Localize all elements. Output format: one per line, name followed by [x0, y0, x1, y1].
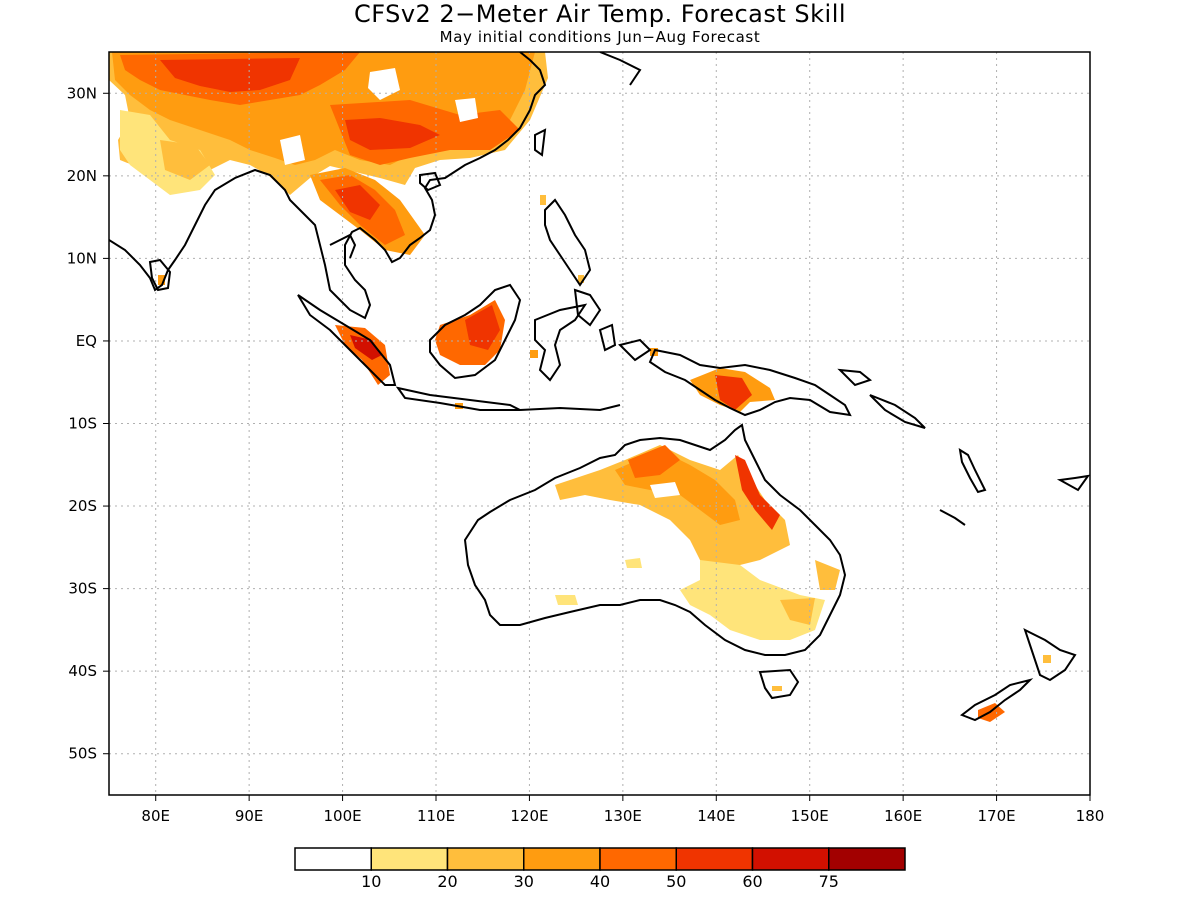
lon-tick-label: 100E — [324, 807, 362, 825]
coastlines — [109, 52, 1090, 722]
skill-region-newzealand — [978, 703, 1005, 722]
map-subtitle: May initial conditions Jun−Aug Forecast — [439, 28, 761, 46]
axis-ticks: 30N 20N 10N EQ 10S 20S 30S 40S 50S 80E 90E 100E 110E… — [67, 84, 1105, 825]
lat-tick-label: 40S — [68, 662, 97, 680]
lat-tick-label: 30S — [68, 580, 97, 598]
colorbar-label: 40 — [590, 872, 610, 891]
lon-tick-label: 160E — [884, 807, 922, 825]
skill-shading — [109, 52, 1051, 722]
colorbar-swatch — [599, 847, 677, 871]
lat-tick-label: 50S — [68, 745, 97, 763]
lat-tick-label: 10S — [68, 415, 97, 433]
colorbar-label: 20 — [437, 872, 457, 891]
colorbar-label: 60 — [742, 872, 762, 891]
colorbar-swatch — [828, 847, 906, 871]
lat-tick-label: 30N — [67, 84, 97, 102]
skill-region-australia-north — [555, 445, 790, 575]
colorbar: 10 20 30 40 50 60 75 — [294, 847, 906, 891]
lat-tick-label: 10N — [67, 249, 97, 267]
colorbar-swatch — [446, 847, 525, 871]
lon-tick-label: 120E — [510, 807, 548, 825]
colorbar-swatch — [294, 847, 372, 871]
map-title: CFSv2 2−Meter Air Temp. Forecast Skill — [353, 0, 847, 28]
colorbar-label: 30 — [514, 872, 534, 891]
colorbar-label: 75 — [819, 872, 839, 891]
colorbar-label: 50 — [666, 872, 686, 891]
lon-tick-label: 80E — [141, 807, 170, 825]
lat-tick-label: EQ — [76, 332, 97, 350]
colorbar-swatch — [751, 847, 830, 871]
colorbar-swatch — [523, 847, 601, 871]
lat-tick-label: 20S — [68, 497, 97, 515]
colorbar-swatch — [370, 847, 449, 871]
lon-tick-label: 170E — [978, 807, 1016, 825]
map-frame — [108, 51, 1091, 796]
lat-tick-label: 20N — [67, 167, 97, 185]
lon-tick-label: 90E — [235, 807, 264, 825]
skill-region-sumatra — [335, 325, 390, 385]
lon-tick-label: 130E — [604, 807, 642, 825]
lon-tick-label: 140E — [697, 807, 735, 825]
lon-tick-label: 110E — [417, 807, 455, 825]
colorbar-label: 10 — [361, 872, 381, 891]
colorbar-swatch — [675, 847, 754, 871]
lon-tick-label: 150E — [791, 807, 829, 825]
lon-tick-label: 180 — [1076, 807, 1105, 825]
